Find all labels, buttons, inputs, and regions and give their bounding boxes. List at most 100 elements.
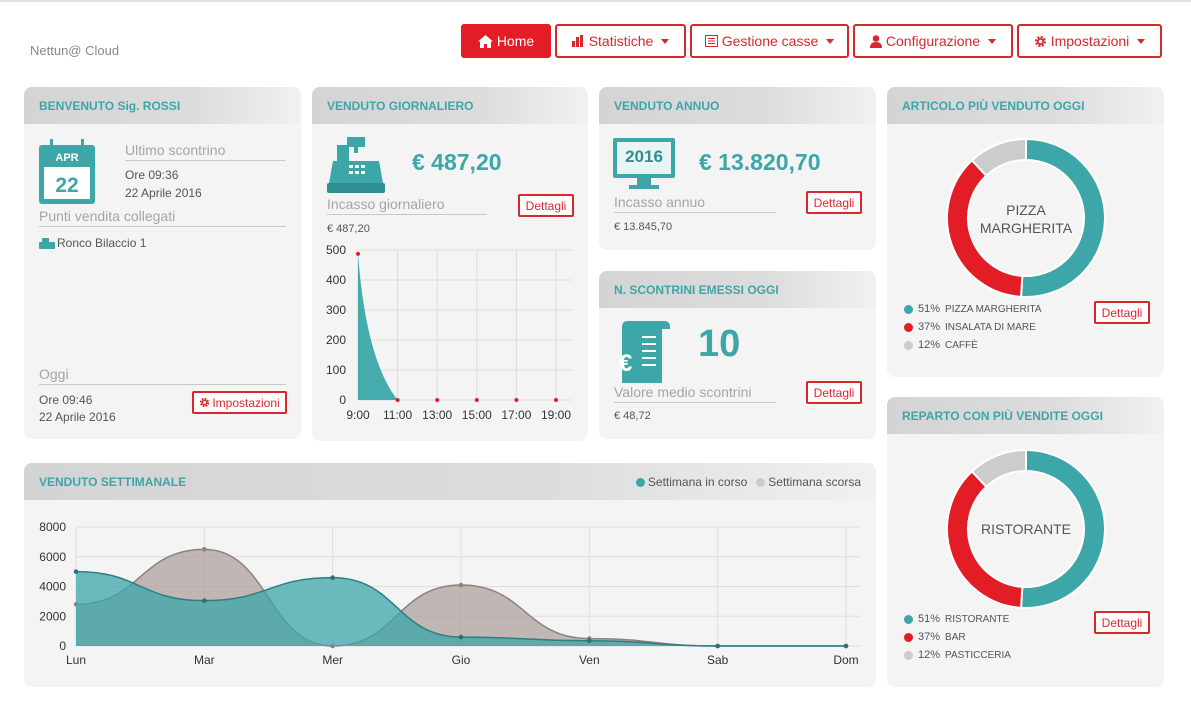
nav-gestione-casse-button[interactable]: Gestione casse xyxy=(690,24,849,58)
x-tick-label: Lun xyxy=(66,653,86,667)
x-tick-label: Dom xyxy=(833,653,858,667)
donut-slice xyxy=(1019,138,1106,298)
data-point xyxy=(843,643,849,649)
weekly-panel-header: VENDUTO SETTIMANALE xyxy=(24,463,876,500)
receipts-detail-button[interactable]: Dettagli xyxy=(806,381,862,404)
legend-pct: 37% xyxy=(918,631,941,643)
legend-name: RISTORANTE xyxy=(945,613,1010,625)
svg-text:€: € xyxy=(619,350,632,377)
data-point xyxy=(435,398,440,402)
welcome-settings-button[interactable]: Impostazioni xyxy=(192,391,287,414)
legend-dot-red xyxy=(904,632,913,642)
top-article-legend-item-1: 51% PIZZA MARGHERITA xyxy=(904,303,1042,315)
top-article-center-line1: PIZZA xyxy=(1006,202,1046,218)
point-of-sale-name: Ronco Bilaccio 1 xyxy=(57,236,147,250)
x-tick-label: 9:00 xyxy=(346,408,370,422)
daily-panel-header: VENDUTO GIORNALIERO xyxy=(312,87,588,124)
daily-amount: € 487,20 xyxy=(412,149,502,175)
top-article-center-line2: MARGHERITA xyxy=(979,220,1073,236)
x-tick-label: 11:00 xyxy=(383,408,412,422)
point-of-sale-item[interactable]: Ronco Bilaccio 1 xyxy=(39,236,146,250)
nav-home-button[interactable]: Home xyxy=(461,24,551,58)
top-department-detail-button[interactable]: Dettagli xyxy=(1094,611,1150,634)
x-tick-label: 15:00 xyxy=(462,408,492,422)
data-point xyxy=(458,582,464,588)
x-tick-label: Sab xyxy=(707,653,729,667)
data-point xyxy=(474,398,479,402)
top-department-legend-item-1: 51% RISTORANTE xyxy=(904,613,1009,625)
gear-icon xyxy=(1034,35,1046,47)
donut-slice xyxy=(970,138,1027,178)
legend-dot-grey xyxy=(756,477,766,487)
monitor-icon: 2016 xyxy=(613,138,675,195)
annual-sub-value: € 13.845,70 xyxy=(614,221,673,233)
register-icon xyxy=(39,237,55,249)
bar-chart-icon xyxy=(571,35,583,47)
data-point xyxy=(73,569,79,574)
y-tick-label: 4000 xyxy=(39,580,66,594)
donut-slice xyxy=(1019,449,1106,609)
y-tick-label: 500 xyxy=(326,243,346,257)
legend-pct: 51% xyxy=(918,303,941,315)
series-area xyxy=(76,571,846,646)
top-department-center-label: RISTORANTE xyxy=(981,521,1071,537)
legend-dot-red xyxy=(904,322,913,332)
y-tick-label: 200 xyxy=(326,333,346,347)
receipts-panel: N. SCONTRINI EMESSI OGGI € 10 Valore med… xyxy=(599,271,876,439)
receipts-sub-value: € 48,72 xyxy=(614,410,651,422)
legend-dot-teal xyxy=(635,477,645,487)
data-point xyxy=(202,598,207,603)
legend-current-label: Settimana in corso xyxy=(647,475,748,489)
nav-configurazione-button[interactable]: Configurazione xyxy=(853,24,1013,58)
calendar-day: 22 xyxy=(55,174,79,197)
legend-dot-grey xyxy=(904,340,913,350)
annual-panel-header: VENDUTO ANNUO xyxy=(599,87,876,124)
points-label: Punti vendita collegati xyxy=(39,208,286,227)
y-tick-label: 300 xyxy=(326,303,346,317)
weekly-legend: Settimana in corso Settimana scorsa xyxy=(635,475,861,489)
y-tick-label: 8000 xyxy=(39,520,66,534)
y-tick-label: 0 xyxy=(339,393,346,407)
data-point xyxy=(202,547,207,552)
data-point xyxy=(356,251,360,256)
top-department-panel-header: REPARTO CON PIÙ VENDITE OGGI xyxy=(887,397,1164,434)
legend-name: CAFFÈ xyxy=(945,339,978,351)
top-department-legend-item-2: 37% BAR xyxy=(904,631,966,643)
cash-register-icon xyxy=(327,137,385,198)
today-time: Ore 09:46 xyxy=(39,393,93,407)
daily-panel: VENDUTO GIORNALIERO € 487,20 Incasso gio… xyxy=(312,87,588,441)
daily-detail-button[interactable]: Dettagli xyxy=(518,194,574,217)
nav-statistiche-button[interactable]: Statistiche xyxy=(555,24,686,58)
gear-icon xyxy=(200,397,210,408)
top-article-legend-item-3: 12% CAFFÈ xyxy=(904,339,978,351)
last-receipt-time: Ore 09:36 xyxy=(125,168,179,182)
top-article-detail-button[interactable]: Dettagli xyxy=(1094,301,1150,324)
weekly-panel: VENDUTO SETTIMANALE Settimana in corso S… xyxy=(24,463,876,687)
annual-detail-button[interactable]: Dettagli xyxy=(806,191,862,214)
legend-name: INSALATA DI MARE xyxy=(945,321,1036,333)
top-department-panel: REPARTO CON PIÙ VENDITE OGGI RISTORANTE … xyxy=(887,397,1164,687)
welcome-panel: BENVENUTO Sig. ROSSI APR 22 Ultimo scont… xyxy=(24,87,301,439)
welcome-settings-label: Impostazioni xyxy=(212,395,280,410)
data-point xyxy=(587,638,592,644)
nav-gestione-casse-label: Gestione casse xyxy=(721,33,819,49)
data-point xyxy=(395,398,400,402)
y-tick-label: 100 xyxy=(326,363,346,377)
weekly-area-chart: 0 2000 4000 6000 8000 Lun Mar Mer Gio Ven Sab Dom xyxy=(39,520,860,667)
annual-panel: VENDUTO ANNUO 2016 € 13.820,70 Incasso a… xyxy=(599,87,876,250)
daily-label: Incasso giornaliero xyxy=(327,196,487,215)
top-article-donut-chart xyxy=(946,138,1106,298)
donut-slice xyxy=(946,469,1024,609)
legend-pct: 12% xyxy=(918,339,941,351)
calendar-icon: APR 22 xyxy=(39,139,95,204)
data-point xyxy=(554,398,558,402)
legend-pct: 37% xyxy=(918,321,941,333)
legend-dot-grey xyxy=(904,650,913,660)
x-tick-label: Mer xyxy=(322,653,343,667)
today-label: Oggi xyxy=(39,366,286,385)
top-article-legend-item-2: 37% INSALATA DI MARE xyxy=(904,321,1036,333)
last-receipt-date: 22 Aprile 2016 xyxy=(125,186,202,200)
x-tick-label: Mar xyxy=(194,653,215,667)
nav-impostazioni-button[interactable]: Impostazioni xyxy=(1017,24,1162,58)
nav-configurazione-label: Configurazione xyxy=(885,33,981,49)
